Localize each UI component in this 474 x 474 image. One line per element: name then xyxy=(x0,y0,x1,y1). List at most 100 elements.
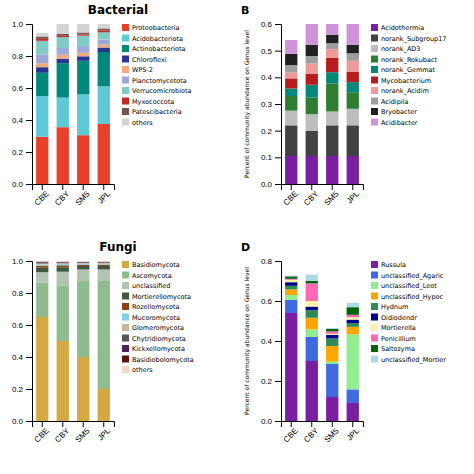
y-tick-label: 0.8 xyxy=(12,52,24,61)
bar-segment xyxy=(285,300,297,313)
bar-segment xyxy=(306,114,318,131)
bar-segment xyxy=(77,46,89,53)
bar-segment xyxy=(285,40,297,54)
y-axis: 0.00.20.40.60.81.0 xyxy=(12,257,33,426)
bar-segment xyxy=(285,89,297,96)
x-tick-mark xyxy=(332,421,333,427)
bar-segment xyxy=(306,98,318,115)
bars xyxy=(285,24,359,184)
y-tick-mark xyxy=(26,389,32,390)
bar-segment xyxy=(347,317,359,319)
x-tick: JPL xyxy=(345,421,362,442)
x-tick: CBY xyxy=(53,184,71,207)
bar-segment xyxy=(77,281,89,357)
x-tick: JPL xyxy=(96,184,113,205)
bar-segment xyxy=(326,335,338,339)
bar-segment xyxy=(77,265,89,266)
legend-label: Ascomycota xyxy=(132,272,172,280)
bar-segment xyxy=(306,310,318,318)
legend-label: unclassified_Agaric xyxy=(381,272,444,280)
bar-segment xyxy=(57,263,69,265)
bar-segment xyxy=(306,131,318,156)
x-tick: CBY xyxy=(302,421,320,444)
y-tick-label: 0.4 xyxy=(12,116,24,125)
bar-segment xyxy=(347,125,359,156)
legend-label: Basidiomycota xyxy=(132,261,180,269)
y-tick-mark xyxy=(26,24,32,25)
legend-label: Chloroflexi xyxy=(132,56,167,64)
x-tick-mark xyxy=(311,184,312,190)
legend-item: Chloroflexi xyxy=(122,56,167,64)
bar-segment xyxy=(57,63,69,97)
legend-swatch xyxy=(371,108,378,115)
legend-swatch xyxy=(371,56,378,63)
panel-label: D xyxy=(241,241,250,254)
bar-segment xyxy=(326,72,338,83)
bar-segment xyxy=(77,61,89,95)
legend-label: norank_Subgroup17 xyxy=(381,35,446,43)
legend-label: norank_Acidim xyxy=(381,87,429,95)
bar-segment xyxy=(326,329,338,331)
bar-segment xyxy=(285,78,297,88)
bar-segment xyxy=(98,261,110,262)
legend-item: Ascomycota xyxy=(122,272,172,280)
bar-segment xyxy=(57,127,69,184)
bar-segment xyxy=(306,63,318,73)
legend-label: norank_Rokubact xyxy=(381,56,437,64)
bar-segment xyxy=(77,261,89,262)
bar-segment xyxy=(347,45,359,54)
legend-label: Verrucomicrobiota xyxy=(132,87,192,95)
bar-segment xyxy=(306,361,318,421)
bar-segment xyxy=(306,281,318,283)
bar-segment xyxy=(36,266,48,268)
x-axis-line xyxy=(33,185,115,191)
x-tick-label: SM5 xyxy=(74,189,92,207)
y-tick: 0.0 xyxy=(261,417,281,426)
legend-label: Myxococcota xyxy=(132,98,174,106)
bar-segment xyxy=(98,124,110,184)
bar-segment xyxy=(77,266,89,270)
legend-item: Bryobacter xyxy=(371,108,417,116)
bar-segment xyxy=(347,323,359,327)
bar-segment xyxy=(77,24,89,32)
bar-segment xyxy=(36,262,48,264)
bar-segment xyxy=(77,53,89,57)
legend-swatch xyxy=(371,335,378,342)
legend-swatch xyxy=(122,56,129,63)
bar-segment xyxy=(98,52,110,86)
bar-segment xyxy=(347,389,359,403)
legend-item: Basidiomycota xyxy=(122,261,180,269)
y-tick-label: 0.2 xyxy=(261,127,273,136)
legend-item: Mycobacterium xyxy=(371,77,431,85)
legend-label: Acidipila xyxy=(381,98,408,106)
y-tick-mark xyxy=(275,421,281,422)
y-tick-label: 0.0 xyxy=(12,180,24,189)
legend-item: Acidipila xyxy=(371,98,408,106)
bar-segment xyxy=(57,262,69,264)
bar-segment xyxy=(36,41,48,55)
legend-item: norank_Gemmat xyxy=(371,66,436,74)
x-tick-label: CBY xyxy=(53,426,71,444)
legend-swatch xyxy=(371,272,378,279)
legend-label: Acidothermia xyxy=(381,24,424,32)
legend-swatch xyxy=(122,356,129,363)
bar-segment xyxy=(77,269,89,281)
bar-segment xyxy=(36,63,48,67)
legend: Russulaunclassified_Agaricunclassified_L… xyxy=(371,261,446,364)
bar-segment xyxy=(285,125,297,156)
y-tick-mark xyxy=(26,184,32,185)
y-tick-mark xyxy=(26,120,32,121)
bars xyxy=(36,24,110,184)
legend-swatch xyxy=(371,324,378,331)
legend-item: Glomeromycota xyxy=(122,324,184,332)
legend-swatch xyxy=(371,24,378,31)
x-tick-label: JPL xyxy=(96,426,113,443)
y-tick-mark xyxy=(26,88,32,89)
legend-swatch xyxy=(371,45,378,52)
bar-segment xyxy=(326,328,338,329)
bar-segment xyxy=(57,341,69,421)
x-tick-label: CBE xyxy=(282,189,300,207)
bar-segment xyxy=(36,268,48,272)
legend-label: WPS-2 xyxy=(132,66,153,74)
x-tick-mark xyxy=(42,184,43,190)
